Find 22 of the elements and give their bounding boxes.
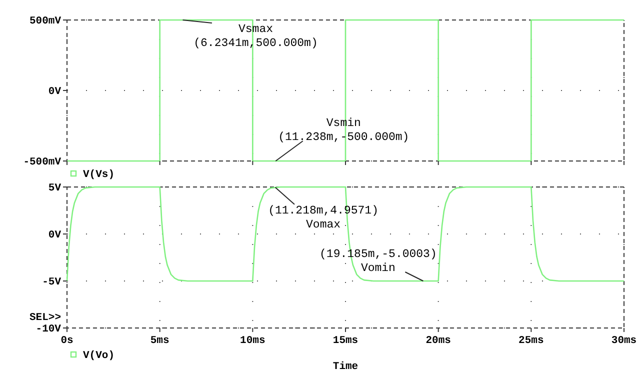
- annotation: Vsmax (6.2341m,500.000m): [194, 23, 318, 50]
- x-tick-label: 5ms: [150, 335, 170, 347]
- x-axis-title: Time: [332, 361, 358, 373]
- x-tick-label: 10ms: [240, 335, 266, 347]
- annotation: (11.218m,4.9571) Vomax: [268, 204, 378, 232]
- legend-label: V(Vo): [83, 350, 115, 362]
- x-tick-label: 25ms: [518, 335, 544, 347]
- x-tick-label: 15ms: [332, 335, 358, 347]
- y-tick-label: 0V: [48, 230, 62, 242]
- y-tick-label: -5V: [42, 276, 62, 289]
- y-tick-label: -500mV: [23, 156, 62, 169]
- y-tick-label: 0V: [48, 86, 62, 98]
- x-tick-label: 20ms: [426, 335, 451, 347]
- annotation: Vsmin (11.238m,-500.000m): [278, 117, 410, 144]
- x-tick-label: 30ms: [611, 335, 637, 347]
- text: SEL>>: [29, 312, 61, 324]
- x-tick-label: 0s: [60, 335, 74, 347]
- y-tick-label: 5V: [48, 182, 62, 195]
- legend-label: V(Vs): [83, 169, 115, 182]
- annotation: (19.185m,-5.0003) Vomin: [320, 248, 437, 276]
- y-tick-label: -10V: [36, 324, 62, 336]
- y-tick-label: 500mV: [29, 16, 62, 28]
